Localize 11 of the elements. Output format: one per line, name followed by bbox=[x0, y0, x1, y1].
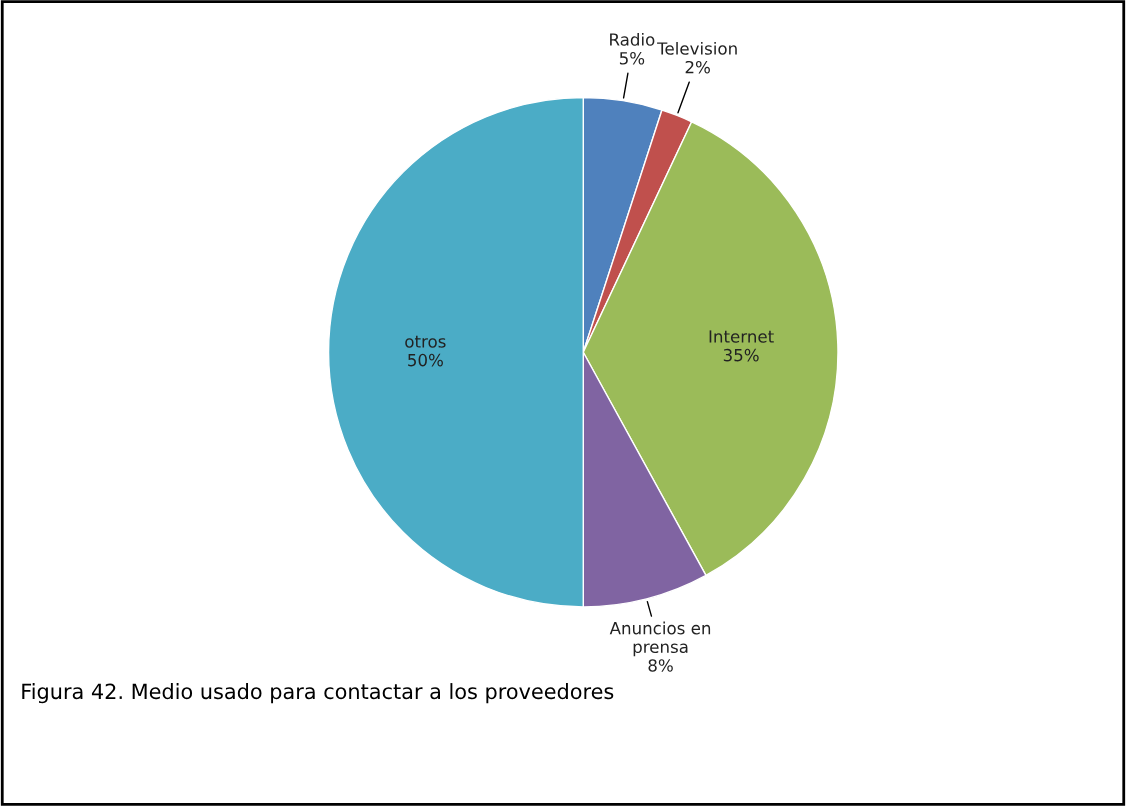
slice-label: otros bbox=[405, 335, 446, 348]
data-label: 50% bbox=[408, 353, 443, 367]
data-label: 8% bbox=[648, 659, 673, 672]
data-label: 2% bbox=[685, 60, 710, 74]
slice-label: Internet bbox=[709, 330, 774, 343]
slice-label: Television bbox=[657, 41, 737, 55]
data-label: 35% bbox=[723, 348, 759, 362]
slice-label: Radio bbox=[610, 32, 655, 46]
data-label: 5% bbox=[619, 51, 645, 65]
text: Figura 42. Medio usado para contactar a los proveedores bbox=[22, 683, 614, 704]
slice-label: Anuncios en prensa bbox=[609, 621, 711, 657]
